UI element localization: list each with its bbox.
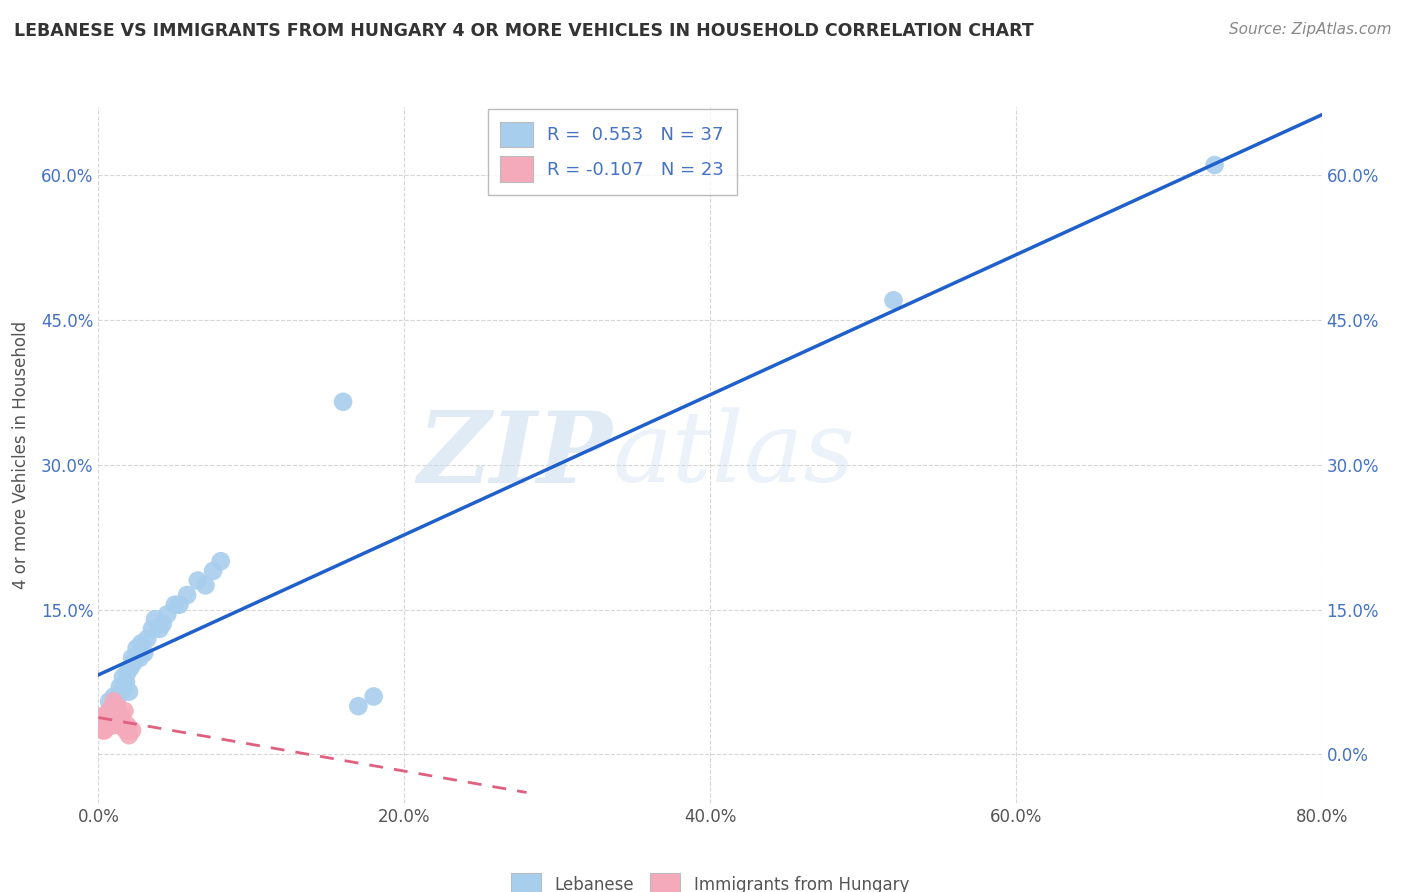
Point xyxy=(105,699,128,714)
Text: ZIP: ZIP xyxy=(418,407,612,503)
Point xyxy=(94,718,117,732)
Point xyxy=(112,704,135,718)
Point xyxy=(118,684,141,698)
Point xyxy=(103,690,125,704)
Point xyxy=(115,675,138,690)
Point xyxy=(108,718,131,732)
Point xyxy=(134,646,156,660)
Point xyxy=(115,723,138,738)
Point xyxy=(107,690,129,704)
Legend: Lebanese, Immigrants from Hungary: Lebanese, Immigrants from Hungary xyxy=(501,863,920,892)
Point xyxy=(110,684,132,698)
Point xyxy=(112,680,135,694)
Point xyxy=(194,578,217,592)
Point xyxy=(169,598,191,612)
Point xyxy=(103,704,125,718)
Point xyxy=(94,708,117,723)
Point xyxy=(110,708,132,723)
Point xyxy=(332,394,354,409)
Point xyxy=(118,728,141,742)
Point xyxy=(121,723,143,738)
Point xyxy=(187,574,209,588)
Point xyxy=(209,554,232,568)
Text: Source: ZipAtlas.com: Source: ZipAtlas.com xyxy=(1229,22,1392,37)
Point xyxy=(1204,158,1226,172)
Point xyxy=(101,718,124,732)
Point xyxy=(111,718,134,732)
Point xyxy=(104,708,127,723)
Point xyxy=(136,632,159,646)
Point xyxy=(91,723,114,738)
Point xyxy=(107,714,129,728)
Point xyxy=(156,607,179,622)
Point xyxy=(121,651,143,665)
Point xyxy=(347,699,370,714)
Point xyxy=(163,598,186,612)
Point xyxy=(176,588,198,602)
Point xyxy=(129,636,152,650)
Point xyxy=(98,704,121,718)
Point xyxy=(202,564,225,578)
Point xyxy=(120,660,142,674)
Point xyxy=(117,718,139,732)
Point xyxy=(152,617,174,632)
Point xyxy=(883,293,905,308)
Point xyxy=(122,656,145,670)
Point xyxy=(141,622,163,636)
Point xyxy=(111,670,134,684)
Point xyxy=(149,622,172,636)
Point xyxy=(103,694,125,708)
Point xyxy=(91,708,114,723)
Point xyxy=(105,699,128,714)
Point xyxy=(97,714,120,728)
Point xyxy=(100,708,122,723)
Point xyxy=(143,612,166,626)
Text: LEBANESE VS IMMIGRANTS FROM HUNGARY 4 OR MORE VEHICLES IN HOUSEHOLD CORRELATION : LEBANESE VS IMMIGRANTS FROM HUNGARY 4 OR… xyxy=(14,22,1033,40)
Point xyxy=(93,723,115,738)
Point xyxy=(98,694,121,708)
Point xyxy=(128,651,150,665)
Point xyxy=(117,665,139,680)
Text: atlas: atlas xyxy=(612,408,855,502)
Point xyxy=(125,641,148,656)
Point xyxy=(90,718,112,732)
Point xyxy=(363,690,385,704)
Y-axis label: 4 or more Vehicles in Household: 4 or more Vehicles in Household xyxy=(11,321,30,589)
Point xyxy=(108,680,131,694)
Point xyxy=(94,708,117,723)
